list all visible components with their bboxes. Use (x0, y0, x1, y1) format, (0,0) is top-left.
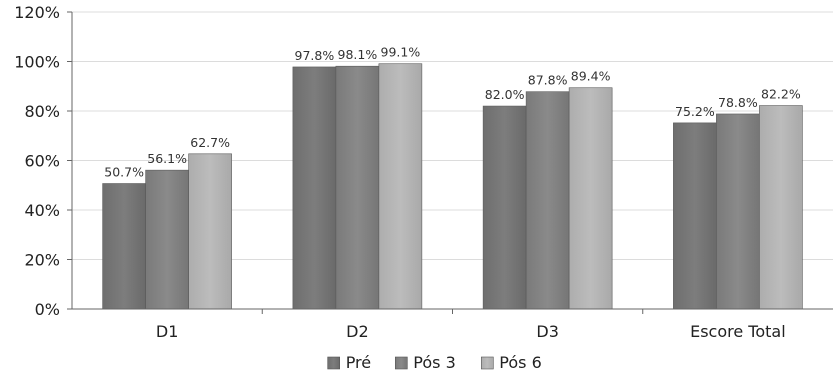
legend-swatch (327, 356, 341, 370)
legend-label: Pós 6 (499, 353, 541, 372)
data-labels: 50.7%56.1%62.7% 97.8% 98.1% 99.1% 82.0%87.8%… (104, 45, 801, 180)
y-tick-label: 60% (24, 152, 60, 171)
x-category-label: D2 (346, 322, 369, 341)
legend-item: Pós 6 (480, 353, 542, 372)
bar (102, 183, 146, 310)
bar (482, 105, 527, 310)
y-tick-label: 80% (24, 102, 60, 121)
bar (568, 87, 613, 310)
legend-label: Pré (346, 353, 371, 372)
data-label: 82.0% (485, 87, 525, 102)
y-tick-label: 120% (14, 3, 60, 22)
data-label: 50.7% (104, 165, 144, 180)
data-label: 89.4% (571, 69, 611, 84)
x-category-label: D1 (156, 322, 179, 341)
data-label: 56.1% (147, 151, 187, 166)
bar (759, 105, 803, 310)
bar (525, 91, 570, 310)
legend-swatch (394, 356, 408, 370)
data-label: 99.1% (381, 45, 421, 60)
bar (292, 66, 337, 310)
y-tick-label: 100% (14, 53, 60, 72)
bar (378, 63, 423, 310)
bar (188, 153, 232, 310)
data-label: 97.8% (295, 48, 335, 63)
bars (102, 63, 803, 310)
legend-label: Pós 3 (413, 353, 455, 372)
data-label: 78.8% (718, 95, 758, 110)
y-tick-label: 0% (35, 300, 60, 319)
data-label: 62.7% (190, 135, 230, 150)
data-label: 87.8% (528, 73, 568, 88)
bar (145, 169, 189, 310)
x-category-label: Escore Total (690, 322, 786, 341)
y-tick-label: 20% (24, 251, 60, 270)
bar (673, 122, 717, 310)
legend-swatch (480, 356, 494, 370)
y-tick-label: 40% (24, 201, 60, 220)
axes: 0% 20% 40% 60% 80% 100% 120% D1 D2 D3 Escore Total (14, 3, 833, 341)
data-label: 82.2% (761, 87, 801, 102)
legend-item: Pré (327, 353, 371, 372)
bar (335, 65, 380, 310)
bar (716, 113, 760, 310)
data-label: 98.1% (338, 47, 378, 62)
data-label: 75.2% (675, 104, 715, 119)
x-category-label: D3 (536, 322, 559, 341)
legend: Pré Pós 3 Pós 6 (327, 353, 542, 372)
legend-item: Pós 3 (394, 353, 456, 372)
